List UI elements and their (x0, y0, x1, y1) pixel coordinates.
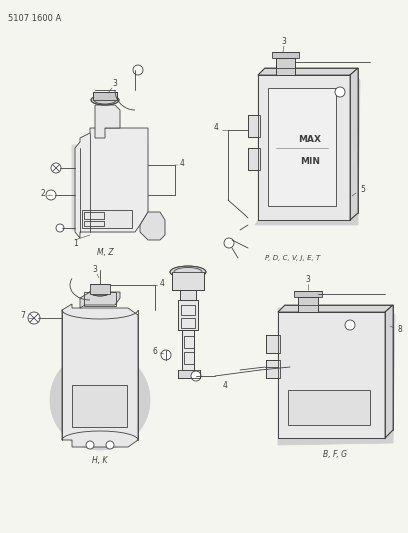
Text: 2: 2 (40, 189, 45, 198)
Bar (248, 148, 260, 170)
Polygon shape (258, 68, 358, 75)
Bar (288, 390, 370, 425)
Bar (84, 221, 104, 226)
Text: 4: 4 (222, 381, 227, 390)
Circle shape (56, 224, 64, 232)
Text: 3: 3 (282, 37, 286, 46)
Text: 4: 4 (213, 124, 218, 133)
Text: 5107 1600 A: 5107 1600 A (8, 14, 61, 23)
Polygon shape (178, 300, 198, 330)
Bar (84, 212, 104, 219)
Bar (184, 352, 194, 364)
Circle shape (106, 441, 114, 449)
Polygon shape (178, 370, 200, 378)
Text: 3: 3 (93, 265, 98, 274)
Text: 3: 3 (306, 276, 310, 285)
Circle shape (50, 350, 150, 450)
Bar (181, 318, 195, 328)
Polygon shape (294, 291, 322, 297)
Polygon shape (278, 305, 393, 312)
Polygon shape (180, 290, 196, 300)
Polygon shape (72, 145, 148, 232)
Bar (84, 292, 116, 306)
Bar (90, 284, 110, 294)
Circle shape (224, 238, 234, 248)
Polygon shape (95, 105, 120, 138)
Polygon shape (62, 304, 138, 447)
Polygon shape (172, 272, 204, 290)
Bar (72, 385, 127, 427)
Polygon shape (385, 305, 393, 438)
Circle shape (345, 320, 355, 330)
Ellipse shape (91, 95, 119, 105)
Bar (268, 88, 336, 206)
Polygon shape (276, 58, 295, 75)
Polygon shape (75, 128, 148, 238)
Circle shape (335, 87, 345, 97)
Polygon shape (278, 308, 395, 445)
Text: 4: 4 (160, 279, 165, 287)
Text: B, F, G: B, F, G (323, 450, 347, 459)
Text: 6: 6 (152, 348, 157, 357)
Polygon shape (258, 75, 350, 220)
Circle shape (51, 163, 61, 173)
Text: P, D, C, V, J, E, T: P, D, C, V, J, E, T (265, 255, 320, 261)
Circle shape (86, 441, 94, 449)
Polygon shape (93, 92, 117, 100)
Circle shape (161, 350, 171, 360)
Ellipse shape (170, 266, 206, 278)
Text: M, Z: M, Z (97, 247, 113, 256)
Text: 4: 4 (180, 158, 185, 167)
Circle shape (191, 371, 201, 381)
Bar (82, 210, 132, 228)
Polygon shape (140, 212, 165, 240)
Bar (266, 335, 280, 353)
Text: 8: 8 (398, 326, 403, 335)
Bar (266, 360, 280, 378)
Text: H, K: H, K (92, 456, 108, 464)
Bar (248, 115, 260, 137)
Ellipse shape (90, 288, 110, 296)
Bar (184, 336, 194, 348)
Polygon shape (272, 52, 299, 58)
Bar (181, 305, 195, 315)
Text: 5: 5 (360, 185, 365, 195)
Text: 7: 7 (20, 311, 25, 320)
Circle shape (28, 312, 40, 324)
Text: MIN: MIN (300, 157, 320, 166)
Polygon shape (298, 297, 318, 312)
Text: MAX: MAX (299, 135, 322, 144)
Polygon shape (350, 68, 358, 220)
Text: 3: 3 (113, 78, 118, 87)
Text: 1: 1 (73, 238, 78, 247)
Polygon shape (278, 312, 385, 438)
Polygon shape (255, 75, 360, 225)
Circle shape (46, 190, 56, 200)
Polygon shape (80, 292, 120, 308)
Polygon shape (182, 330, 194, 370)
